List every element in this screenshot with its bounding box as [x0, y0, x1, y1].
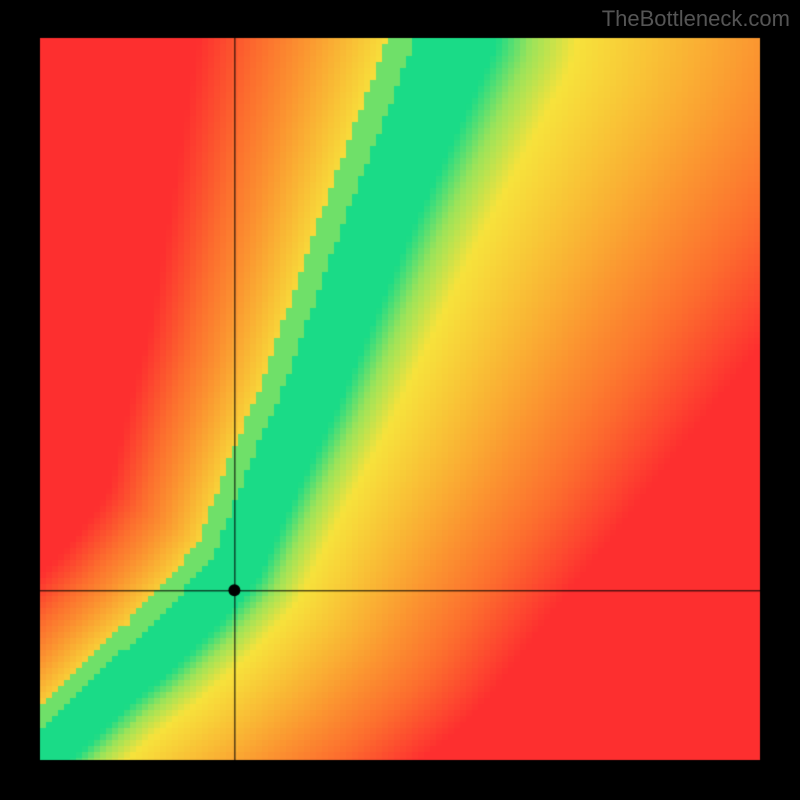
- chart-container: TheBottleneck.com: [0, 0, 800, 800]
- heatmap-canvas: [0, 0, 800, 800]
- watermark-text: TheBottleneck.com: [602, 6, 790, 32]
